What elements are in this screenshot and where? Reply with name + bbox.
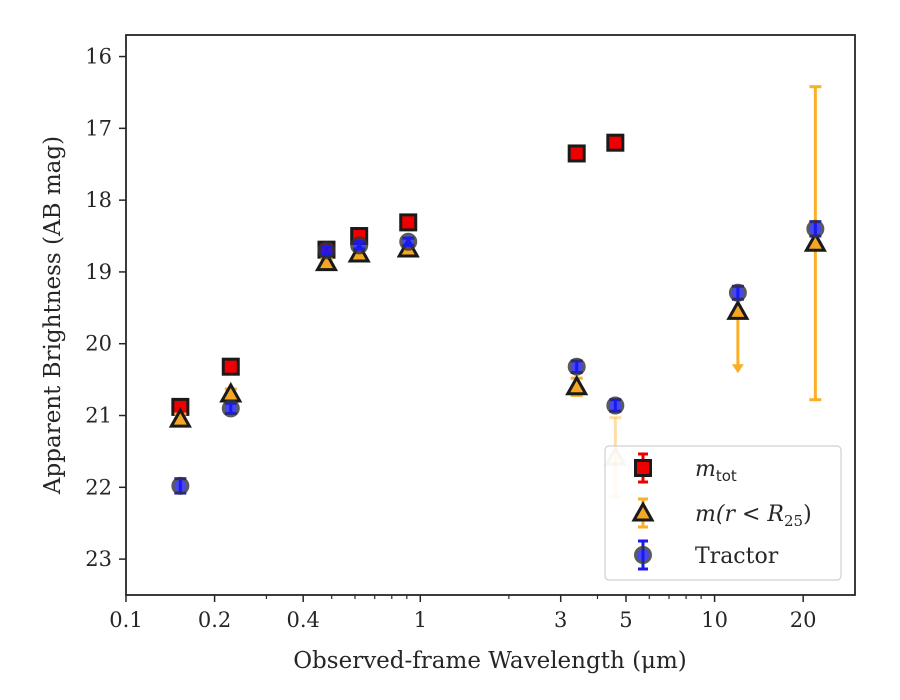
data-point (221, 399, 240, 418)
y-axis: 16 17 18 19 20 21 22 23 (85, 45, 126, 571)
legend-label-m-tot: mtot (695, 457, 737, 485)
legend-marker (631, 500, 655, 522)
data-point (565, 374, 589, 396)
data-point (399, 213, 418, 232)
legend-box (604, 445, 842, 581)
y-tick-label: 18 (85, 188, 112, 212)
data-markers (168, 85, 827, 499)
x-tick-label: 1 (414, 608, 427, 632)
x-tick-label: 5 (619, 608, 632, 632)
data-point (314, 250, 339, 272)
legend-label-m-r25: m(r < R25) (695, 502, 812, 530)
x-tick-label: 10 (701, 608, 728, 632)
data-point (350, 236, 369, 255)
x-tick-label: 0.2 (198, 608, 231, 632)
y-tick-label: 17 (85, 116, 112, 140)
upper-limit-arrow (731, 364, 744, 374)
data-point (221, 357, 240, 376)
legend-marker (634, 459, 652, 477)
data-point (803, 231, 827, 252)
x-axis-label: Observed-frame Wavelength (μm) (293, 648, 687, 674)
legend-label-tractor: Tractor (695, 544, 779, 569)
y-tick-label: 16 (85, 45, 112, 69)
y-tick-label: 20 (85, 332, 112, 356)
data-point (606, 133, 625, 152)
x-tick-label: 0.1 (109, 608, 142, 632)
data-point (728, 283, 747, 302)
x-tick-label: 3 (554, 608, 567, 632)
legend: mtot m(r < R25) Tractor (604, 445, 842, 581)
y-tick-label: 19 (85, 260, 112, 284)
y-axis-label: Apparent Brightness (AB mag) (40, 136, 66, 495)
legend-marker (634, 546, 652, 564)
data-point (317, 241, 336, 260)
data-point (606, 396, 625, 415)
data-point (726, 299, 750, 320)
data-point (171, 476, 190, 495)
data-point (168, 407, 192, 428)
x-tick-label: 20 (790, 608, 817, 632)
y-tick-label: 21 (85, 404, 112, 428)
data-point (399, 232, 418, 251)
x-axis: 0.1 0.2 0.4 1 3 5 10 20 (109, 595, 817, 632)
data-point (567, 144, 586, 163)
y-tick-label: 22 (85, 475, 112, 499)
data-point (806, 219, 825, 238)
data-point (567, 357, 586, 376)
y-tick-label: 23 (85, 547, 112, 571)
series-tractor (171, 219, 825, 495)
x-tick-label: 0.4 (286, 608, 319, 632)
